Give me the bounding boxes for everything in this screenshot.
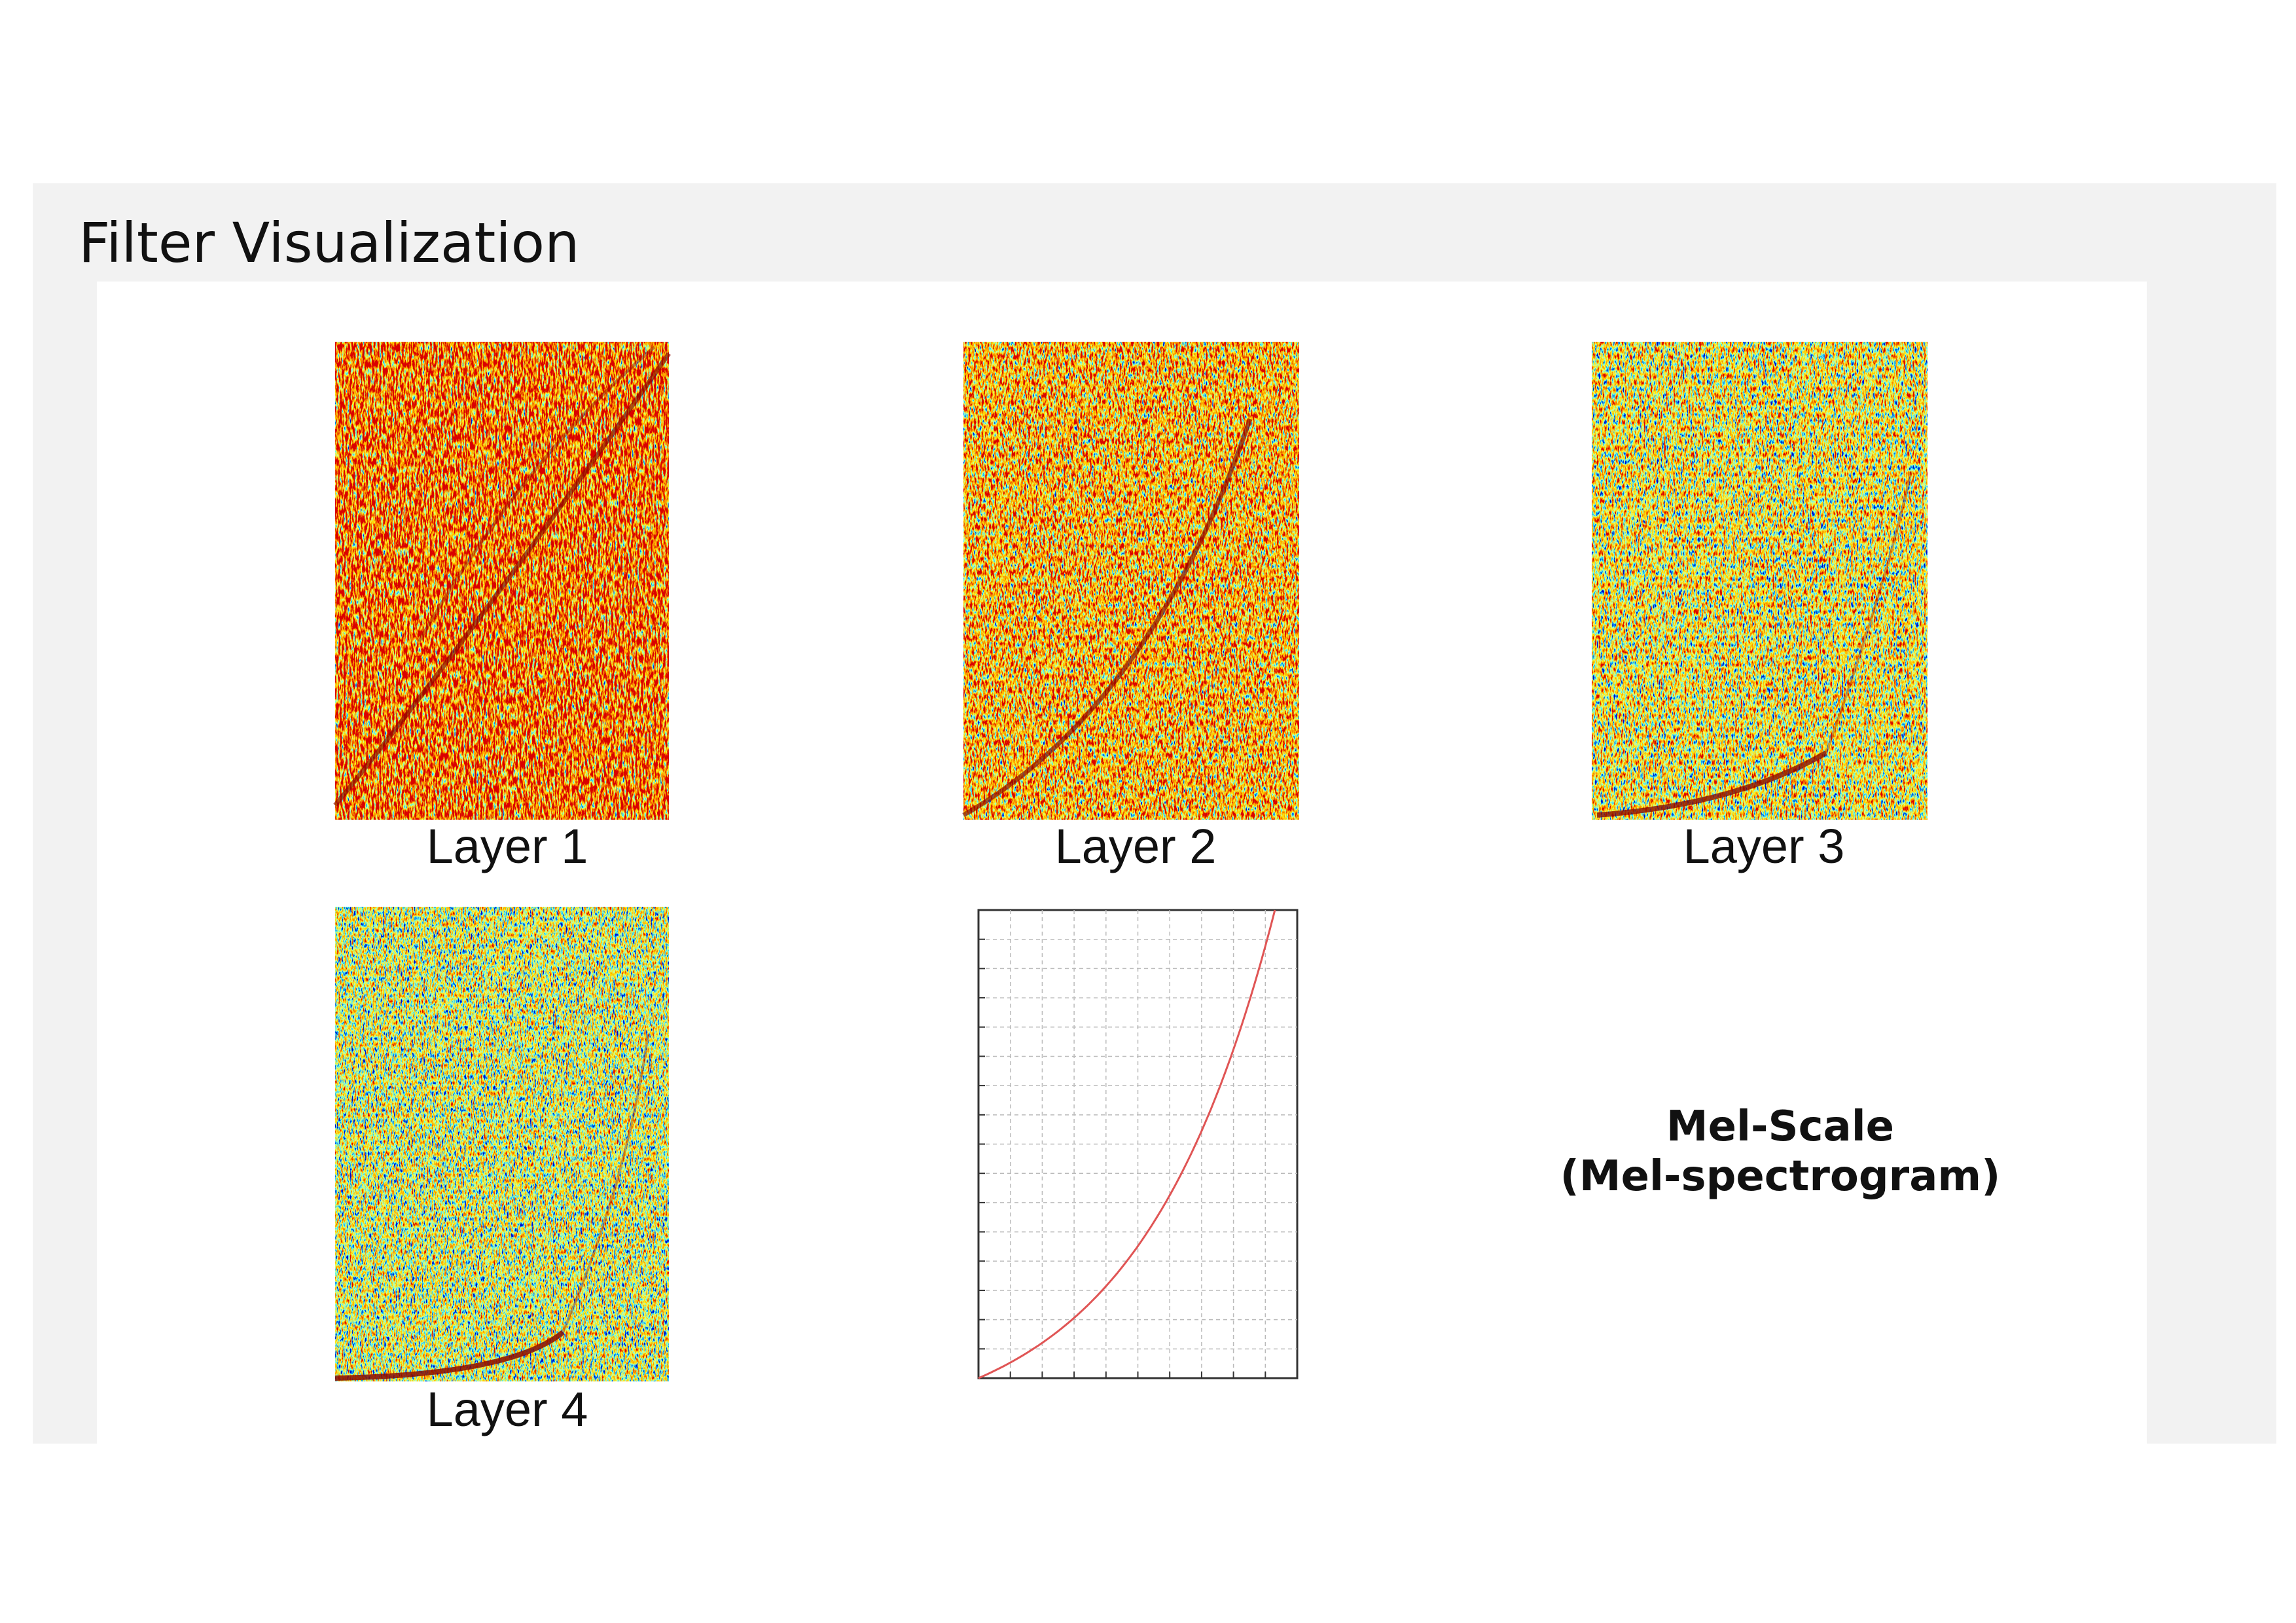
filter-trace [333,352,671,807]
heatmap-layer-2 [962,342,1299,820]
heatmap [963,342,1299,820]
heatmap-layer-3 [1592,342,1928,820]
heatmap-layer-4 [334,907,669,1381]
filter-trace [1825,471,1912,754]
filter-trace [1596,750,1827,818]
heatmap-layer-1 [333,342,671,820]
layer-label: Layer 3 [1683,819,1845,873]
filter-trace [334,1330,565,1381]
filter-trace [417,346,656,643]
filter-trace [962,418,1253,818]
mel-curve [978,909,1276,1379]
heatmap [335,907,669,1381]
layer-label: Layer 1 [427,819,588,873]
mel-note: (Mel-spectrogram) [1560,1152,2001,1201]
heatmap [335,342,669,820]
slide-title: Filter Visualization [79,211,579,275]
layer-label: Layer 2 [1055,819,1217,873]
mel-note: Mel-Scale [1666,1103,1894,1151]
filter-trace [562,1034,649,1333]
mel-scale-plot [977,909,1299,1379]
heatmap [1592,342,1928,820]
layer-label: Layer 4 [427,1382,588,1436]
